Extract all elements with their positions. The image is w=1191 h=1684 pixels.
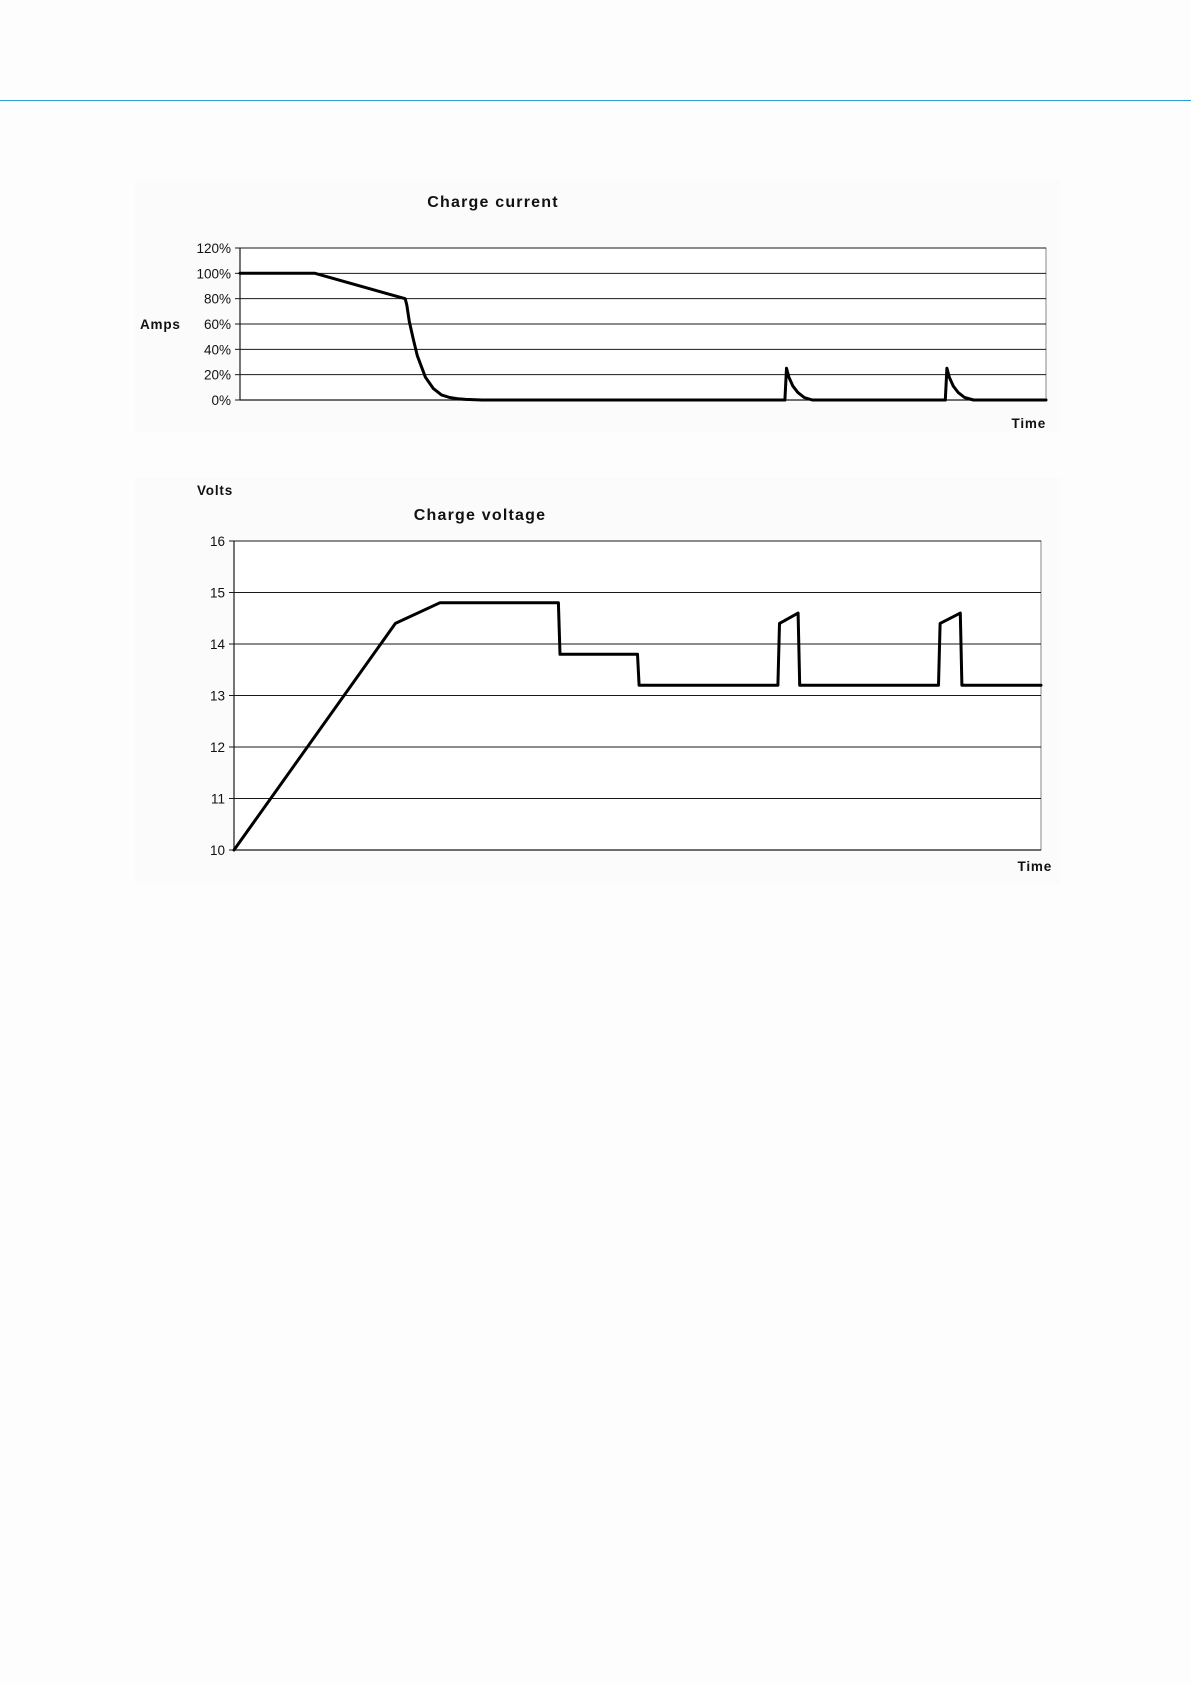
y-axis-title: Volts <box>197 483 233 498</box>
charge-voltage-chart: Volts Charge voltage Time 10 11 12 13 14 15 16 <box>197 483 1052 874</box>
series-line <box>238 271 1048 402</box>
y-tick-label: 60% <box>204 317 231 332</box>
y-tick-label: 40% <box>204 342 231 357</box>
y-axis-title: Amps <box>140 317 181 332</box>
y-tick-label: 14 <box>210 637 226 652</box>
x-axis-title: Time <box>1012 416 1046 431</box>
y-tick-label: 15 <box>210 586 225 601</box>
header-rule <box>0 100 1191 101</box>
chart-title: Charge voltage <box>414 507 546 524</box>
y-tick-label: 100% <box>196 266 231 281</box>
y-tick-label: 10 <box>210 843 225 858</box>
x-axis-title: Time <box>1018 859 1052 874</box>
series-line <box>232 601 1043 852</box>
y-tick-label: 16 <box>210 534 225 549</box>
y-tick-label: 11 <box>211 792 225 807</box>
charge-current-chart-panel: Charge current Amps Time 0% 20% 40% 60% 80% 1… <box>135 180 1060 432</box>
y-tick-label: 0% <box>211 393 231 408</box>
charge-current-chart: Charge current Amps Time 0% 20% 40% 60% 80% 1… <box>140 194 1048 431</box>
y-tick-label: 12 <box>210 740 225 755</box>
charge-voltage-chart-panel: Volts Charge voltage Time 10 11 12 13 14 15 16 <box>135 478 1060 883</box>
y-tick-label: 120% <box>196 241 231 256</box>
y-tick-label: 20% <box>204 368 231 383</box>
y-tick-label: 13 <box>210 689 225 704</box>
chart-title: Charge current <box>427 194 559 211</box>
y-tick-label: 80% <box>204 292 231 307</box>
